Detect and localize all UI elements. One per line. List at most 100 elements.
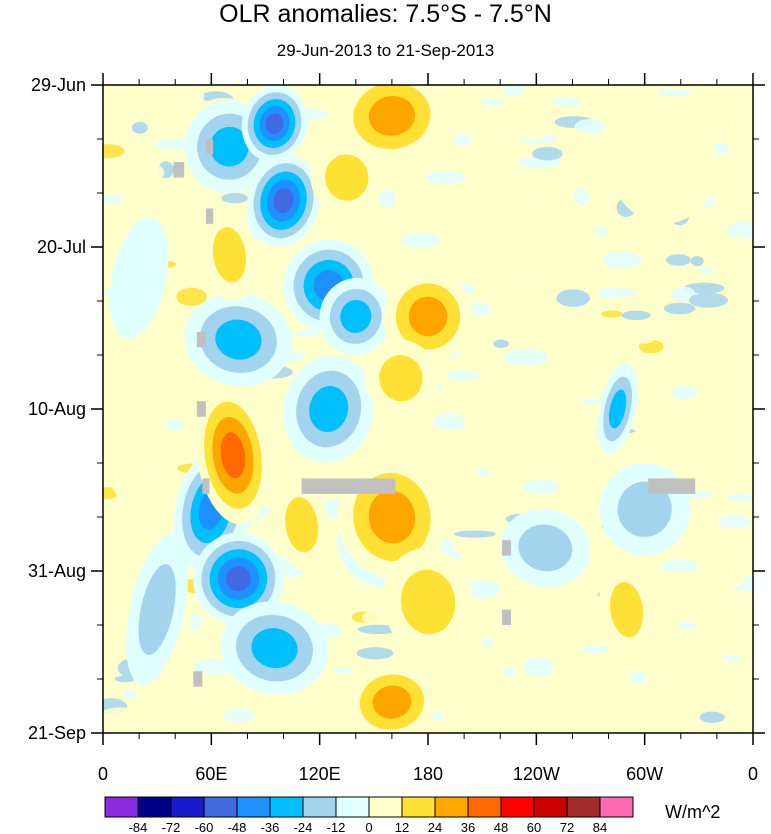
anomaly-noise-patch [286,460,304,475]
anomaly-noise-patch [453,133,472,146]
anomaly-noise-patch [103,194,125,203]
anomaly-noise-patch [176,287,207,307]
anomaly-noise-patch [404,218,417,225]
colorbar-swatch [500,796,535,818]
colorbar-level-label: 60 [527,820,541,834]
colorbar-swatch [533,796,568,818]
y-tick-label: 20-Jul [37,237,86,257]
missing-data-patch [202,478,210,494]
anomaly-noise-patch [441,704,471,723]
anomaly-noise-patch [523,188,558,206]
anomaly-noise-patch [737,657,753,674]
anomaly-noise-patch [711,160,746,171]
anomaly-noise-patch [446,370,480,381]
x-tick-label: 180 [413,764,443,784]
colorbar-units-label: W/m^2 [665,802,720,822]
chart-subtitle: 29-Jun-2013 to 21-Sep-2013 [276,41,495,60]
anomaly-noise-patch [378,189,396,208]
colorbar-level-label: -72 [162,820,181,834]
anomaly-noise-patch [677,461,703,470]
x-tick-label: 60E [195,764,227,784]
anomaly-noise-patch [730,236,752,254]
missing-data-patch [205,139,214,155]
anomaly-noise-patch [704,425,720,440]
positive-anomaly-contour [103,355,154,509]
anomaly-noise-patch [315,216,346,226]
anomaly-noise-patch [581,644,609,653]
anomaly-noise-patch [690,256,704,267]
anomaly-noise-patch [132,101,150,116]
anomaly-noise-patch [502,667,517,677]
positive-anomaly-contour [372,685,412,719]
anomaly-noise-patch [396,168,418,176]
y-tick-label: 10-Aug [28,399,86,419]
negative-anomaly-contour [251,628,298,669]
anomaly-noise-patch [574,118,606,134]
anomaly-noise-patch [717,515,752,529]
anomaly-noise-patch [103,144,125,159]
anomaly-noise-patch [699,711,725,723]
anomaly-noise-patch [523,657,554,677]
anomaly-noise-patch [693,601,706,612]
colorbar-level-label: 72 [560,820,574,834]
anomaly-noise-patch [601,310,623,318]
anomaly-noise-patch [293,329,319,337]
anomaly-noise-patch [573,187,590,206]
anomaly-noise-patch [657,672,678,690]
y-tick-label: 31-Aug [28,561,86,581]
colorbar-level-label: -24 [294,820,313,834]
anomaly-noise-patch [400,232,441,248]
x-tick-label: 60W [626,764,663,784]
missing-data-patch [193,671,203,687]
anomaly-noise-patch [602,251,642,268]
missing-data-patch [205,208,214,224]
anomaly-noise-patch [357,624,400,635]
colorbar-level-label: 36 [461,820,475,834]
x-tick-label: 120E [299,764,341,784]
positive-anomaly-contour [368,490,416,544]
anomaly-noise-patch [580,398,607,405]
positive-anomaly-contour [608,100,718,224]
colorbar-level-label: 84 [593,820,607,834]
anomaly-noise-patch [326,116,340,129]
anomaly-noise-patch [742,575,753,584]
anomaly-noise-patch [503,85,523,97]
anomaly-noise-patch [168,380,182,395]
positive-anomaly-contour [379,355,423,402]
anomaly-noise-patch [728,590,753,601]
negative-anomaly-contour [215,319,262,360]
negative-anomaly-contour [138,564,176,655]
anomaly-noise-patch [657,89,692,97]
positive-anomaly-contour [220,432,246,479]
colorbar-swatch [302,796,337,818]
anomaly-noise-patch [425,170,467,185]
anomaly-noise-patch [697,267,715,274]
positive-anomaly-contour [610,581,644,638]
anomaly-noise-patch [703,221,731,231]
x-tick-label: 0 [98,764,108,784]
positive-anomaly-contour [212,227,246,283]
anomaly-noise-patch [480,98,504,106]
negative-anomaly-contour [309,386,349,432]
anomaly-noise-patch [556,289,591,307]
positive-anomaly-contour [400,569,456,635]
anomaly-noise-patch [595,160,609,175]
positive-anomaly-contour [325,154,369,201]
chart-title: OLR anomalies: 7.5°S - 7.5°N [219,0,552,28]
anomaly-noise-patch [142,164,165,181]
anomaly-noise-patch [329,674,356,687]
chart-axes: 0 60E 120E 180 120W 60W 0 29-Jun 20-Jul 10-Aug 31-… [28,73,765,784]
x-tick-label: 0 [748,764,758,784]
positive-anomaly-contour [464,385,573,479]
anomaly-noise-patch [114,675,136,683]
anomaly-noise-patch [513,703,538,714]
anomaly-noise-patch [153,138,193,151]
anomaly-noise-patch [621,310,651,321]
anomaly-noise-patch [666,254,691,266]
anomaly-noise-patch [490,217,512,236]
anomaly-noise-patch [406,199,441,218]
colorbar-level-label: -12 [327,820,346,834]
heatmap-field [103,85,753,733]
anomaly-noise-patch [481,637,494,647]
negative-anomaly-contour [617,481,672,538]
